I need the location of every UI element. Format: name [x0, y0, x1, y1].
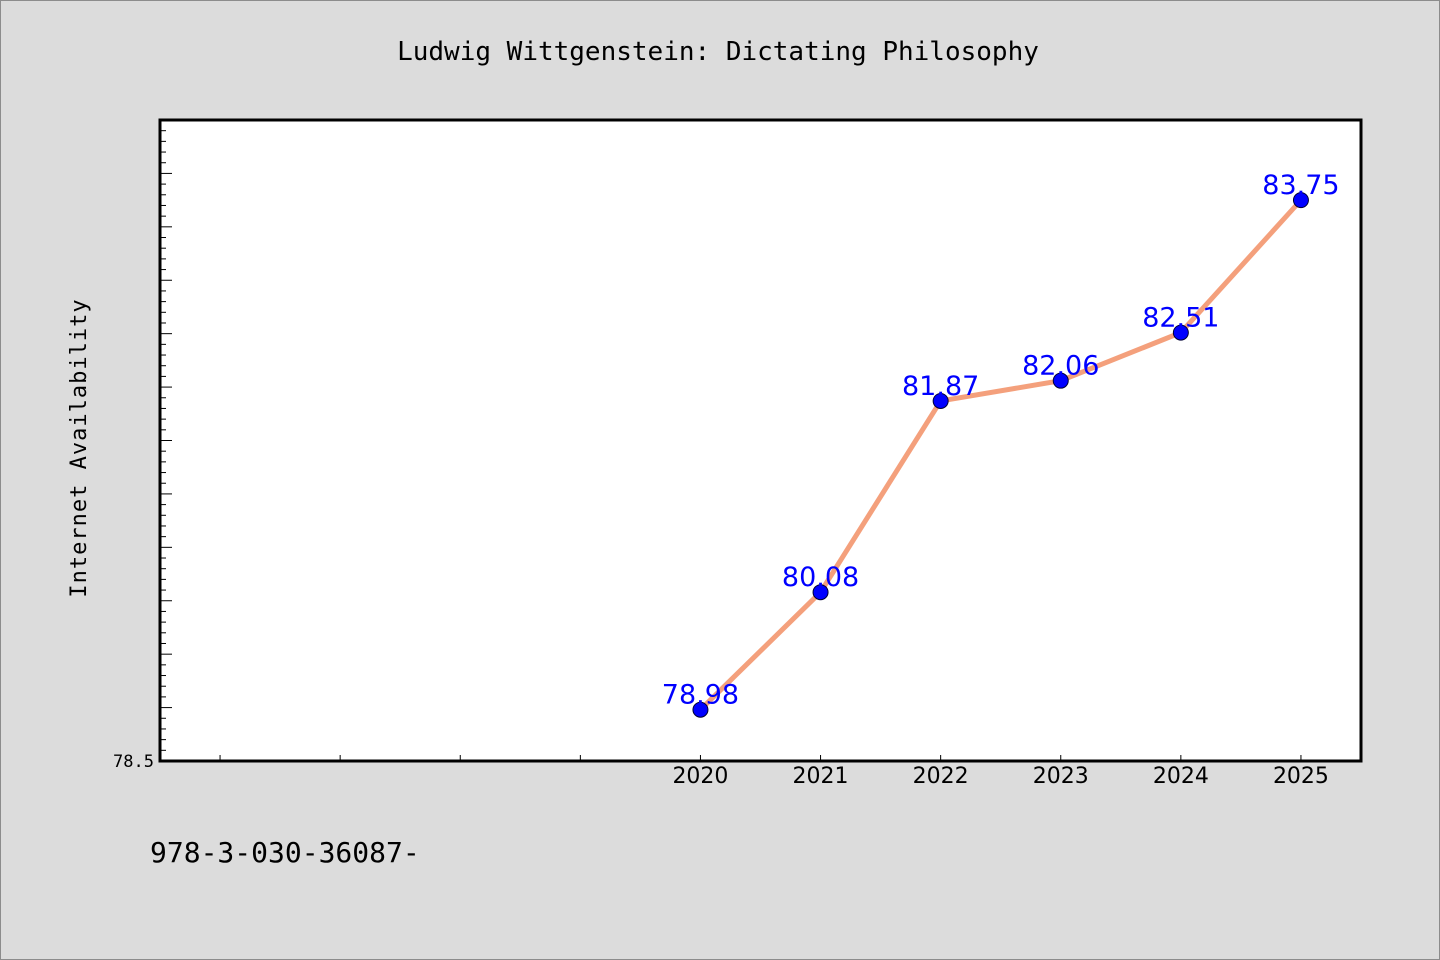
data-label: 80.08 [782, 562, 859, 593]
axis-ticks [160, 119, 1302, 762]
data-label: 82.06 [1022, 351, 1099, 382]
y-axis-label: Internet Availability [67, 298, 92, 597]
x-tick-label: 2021 [793, 764, 849, 789]
x-tick-label: 2023 [1033, 764, 1089, 789]
data-point [932, 392, 949, 409]
chart-title: Ludwig Wittgenstein: Dictating Philosoph… [397, 37, 1039, 67]
data-label: 82.51 [1142, 303, 1219, 334]
data-point [1052, 372, 1069, 389]
data-label: 83.75 [1262, 170, 1339, 201]
data-point [692, 701, 709, 718]
data-point [812, 584, 829, 601]
data-point [1292, 192, 1309, 209]
footer-code: 978-3-030-36087- [150, 836, 420, 869]
y-tick-label: 78.5 [113, 752, 154, 772]
x-tick-label: 2020 [672, 764, 728, 789]
x-tick-label: 2022 [913, 764, 969, 789]
series-line [697, 197, 1304, 713]
data-label: 81.87 [902, 371, 979, 402]
plot-area [158, 118, 1363, 763]
data-point [1172, 324, 1189, 341]
data-label: 78.98 [662, 680, 739, 711]
x-tick-label: 2025 [1273, 764, 1329, 789]
x-tick-label: 2024 [1153, 764, 1209, 789]
axis-tick-labels: 78.5 2020 2021 2022 2023 2024 2025 [113, 752, 1329, 789]
series-layer: 78.98 80.08 81.87 82.06 82.51 83.75 [662, 170, 1340, 718]
